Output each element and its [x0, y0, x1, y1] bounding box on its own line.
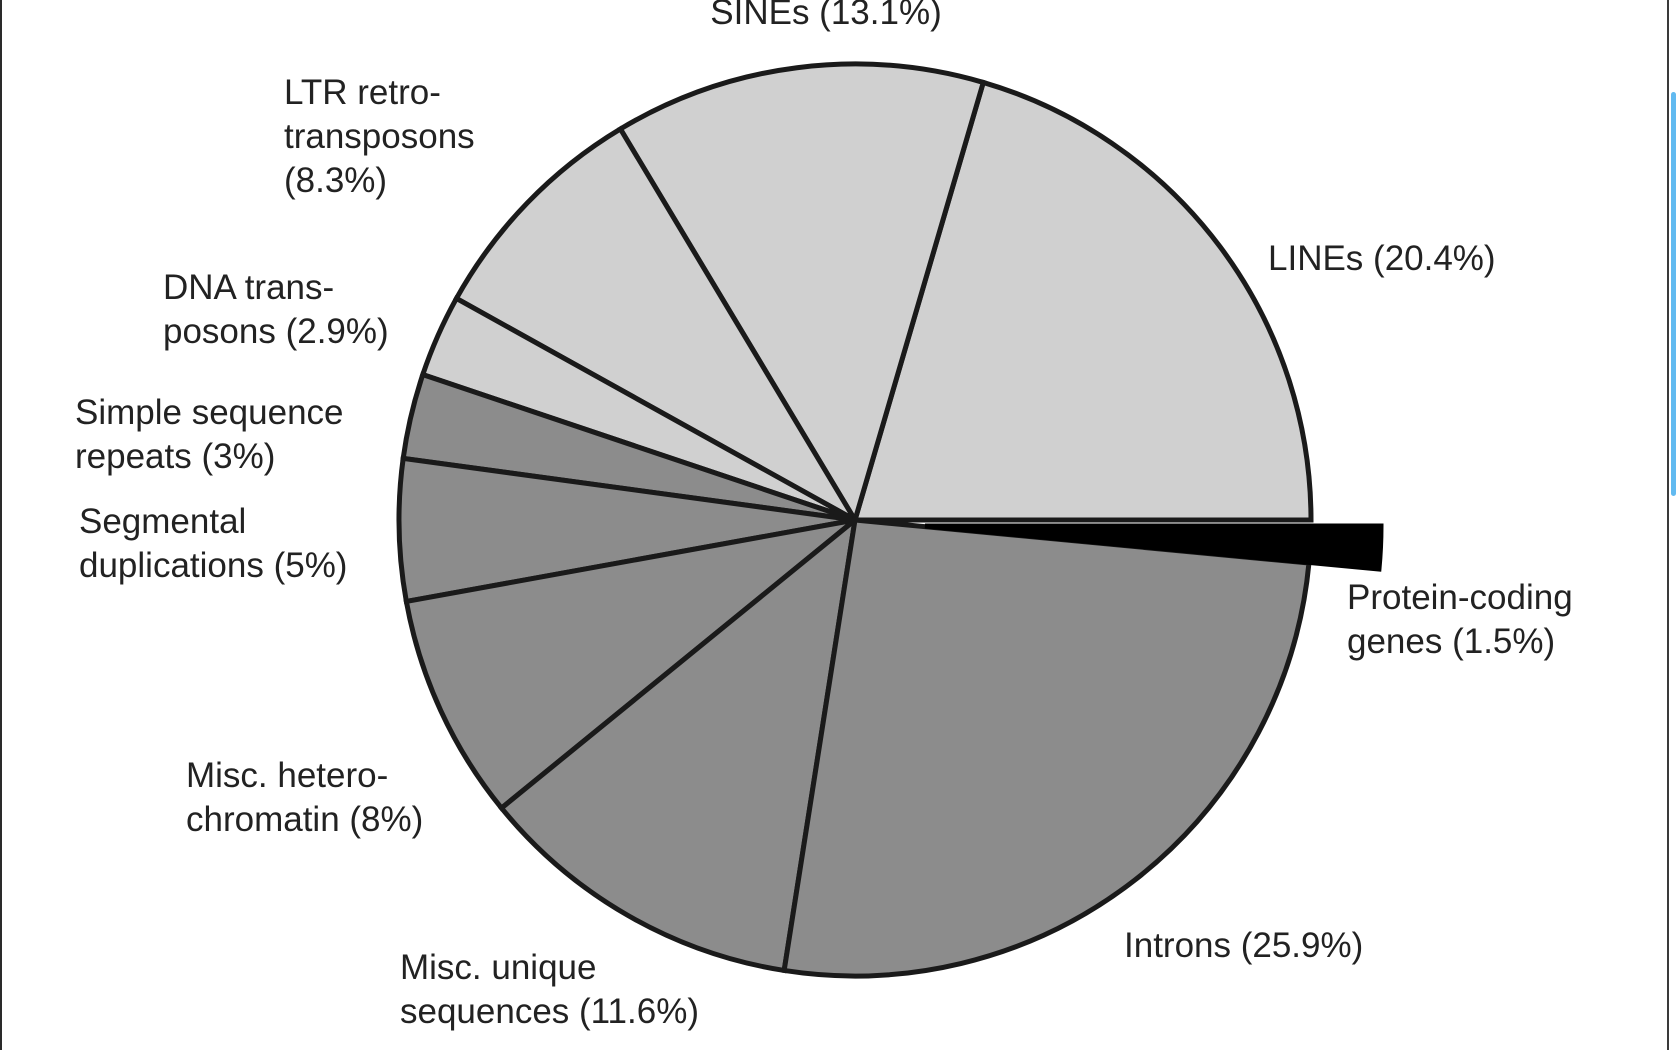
pie-slice-misc-heterochromatin [403, 517, 857, 812]
label-protein-coding-genes: Protein-coding genes (1.5%) [1347, 578, 1573, 661]
label-lines: LINEs (20.4%) [1268, 239, 1496, 278]
label-sines: SINEs (13.1%) [710, 0, 941, 32]
label-ltr-retrotransposons: LTR retro-transposons (8.3%) [284, 73, 475, 200]
label-introns: Introns (25.9%) [1124, 926, 1363, 965]
scrollbar-track[interactable] [1669, 0, 1680, 1050]
label-misc-unique-sequences: Misc. unique sequences (11.6%) [400, 948, 699, 1031]
label-misc-heterochromatin: Misc. hetero-chromatin (8%) [186, 756, 423, 839]
label-simple-sequence-repeats: Simple sequence repeats (3%) [75, 393, 344, 476]
scrollbar-thumb[interactable] [1671, 92, 1676, 496]
pie-slice-sines [616, 61, 987, 527]
pie-slice-lines [851, 79, 1314, 523]
page-right-edge [1667, 0, 1669, 1050]
page-left-edge [0, 0, 2, 1050]
pie-slice-misc-unique-sequences [497, 513, 859, 974]
label-dna-transposons: DNA trans-posons (2.9%) [163, 268, 389, 351]
pie-slice-introns [781, 517, 1312, 979]
pie-slice-ltr-retrotransposons [453, 125, 862, 527]
label-segmental-duplications: Segmental duplications (5%) [79, 502, 347, 585]
pie-slice-segmental-duplications [396, 455, 856, 605]
pie-slice-protein-coding-genes [924, 523, 1384, 572]
